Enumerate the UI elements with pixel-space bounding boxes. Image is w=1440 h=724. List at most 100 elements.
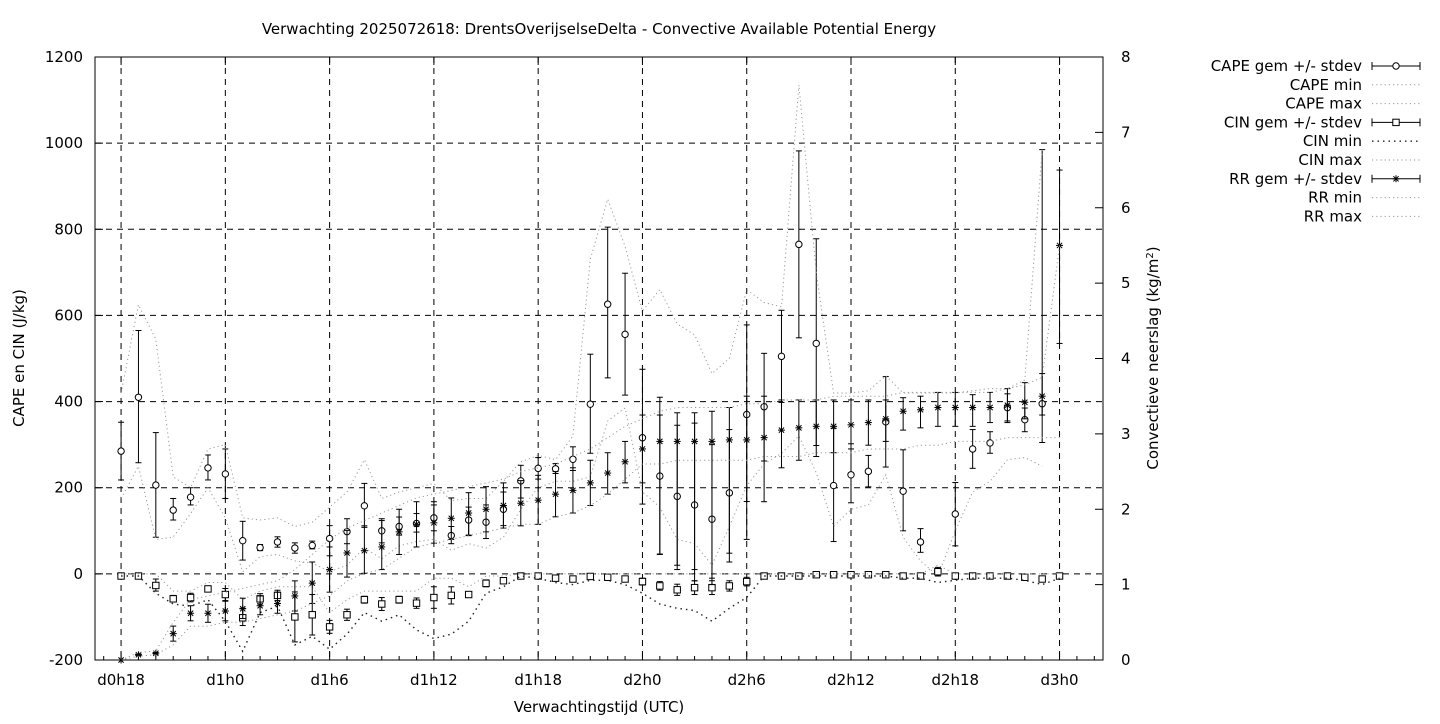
data-point — [152, 581, 160, 590]
data-point — [291, 544, 299, 552]
data-point — [204, 585, 212, 593]
data-point — [395, 596, 403, 604]
data-point — [743, 577, 751, 586]
series-line-cin-min — [121, 575, 1060, 653]
data-point — [986, 403, 994, 411]
data-point — [204, 464, 212, 472]
data-point — [795, 240, 803, 249]
data-point — [569, 455, 577, 463]
data-point — [691, 437, 699, 445]
y2-tick-label: 8 — [1121, 48, 1131, 66]
y-axis-label: CAPE en CIN (J/kg) — [10, 289, 28, 427]
y2-tick-label: 7 — [1121, 123, 1131, 141]
data-point — [916, 538, 925, 546]
data-point — [186, 493, 195, 501]
data-point — [638, 445, 646, 453]
data-point — [169, 630, 177, 638]
data-point — [239, 605, 247, 613]
data-point — [673, 586, 681, 594]
data-point — [951, 403, 959, 411]
y2-axis-label-sup: 2 — [1145, 252, 1156, 258]
data-point — [621, 575, 629, 583]
data-point — [308, 541, 316, 550]
grid-layer — [95, 57, 1103, 660]
data-point — [934, 403, 942, 411]
x-tick-label: d0h18 — [97, 671, 145, 689]
y2-tick-label: 1 — [1121, 576, 1131, 594]
data-point — [412, 599, 421, 607]
data-point — [499, 501, 507, 509]
x-tick-label: d3h0 — [1040, 671, 1078, 689]
data-point — [586, 400, 595, 408]
data-point — [482, 579, 490, 588]
data-point — [864, 419, 872, 427]
legend-marker — [1392, 118, 1400, 127]
data-point — [638, 577, 647, 586]
series-line-cin-max — [121, 564, 1060, 614]
data-point — [464, 590, 473, 599]
data-point — [777, 352, 786, 361]
x-tick-label: d1h12 — [410, 671, 458, 689]
x-tick-label: d2h0 — [623, 671, 661, 689]
data-point — [673, 437, 681, 445]
data-point — [499, 577, 508, 585]
data-point — [621, 458, 629, 466]
data-point — [569, 575, 577, 583]
y-tick-label: 0 — [73, 565, 83, 583]
data-point — [326, 566, 334, 574]
data-point — [447, 591, 455, 600]
data-point — [430, 519, 438, 527]
series-rr-gem-stdev — [117, 169, 1064, 664]
y-tick-label: 600 — [54, 306, 83, 324]
data-point — [221, 470, 230, 478]
data-point — [325, 534, 334, 543]
legend-label: CIN max — [1298, 151, 1362, 169]
data-point — [934, 568, 942, 576]
data-point — [899, 572, 907, 580]
data-point — [1021, 573, 1029, 582]
y-tick-label: 800 — [54, 220, 83, 238]
data-point — [1056, 241, 1064, 249]
y2-tick-label: 6 — [1121, 199, 1131, 217]
data-point — [725, 436, 733, 444]
data-point — [482, 505, 490, 513]
data-point — [864, 571, 873, 579]
data-point — [760, 572, 768, 580]
y2-axis-label-main: Convectieve neerslag (kg/m — [1144, 259, 1162, 470]
legend-label: RR gem +/- stdev — [1229, 170, 1362, 188]
data-point — [221, 590, 230, 599]
y-tick-label: 400 — [54, 393, 83, 411]
data-point — [760, 434, 768, 442]
data-point — [586, 479, 594, 487]
series-cin-max — [121, 564, 1060, 614]
data-point — [656, 582, 664, 590]
data-point — [829, 481, 838, 490]
x-tick-label: d2h12 — [827, 671, 875, 689]
data-point — [291, 613, 299, 621]
data-point — [690, 583, 699, 592]
y2-axis-label: Convectieve neerslag (kg/m2) — [1144, 246, 1162, 469]
data-point — [812, 571, 820, 579]
y-tick-label: 1200 — [45, 48, 83, 66]
y2-tick-label: 3 — [1121, 425, 1131, 443]
data-point — [534, 496, 542, 504]
legend-label: CAPE max — [1285, 95, 1362, 113]
data-point — [465, 509, 473, 517]
x-tick-label: d1h0 — [206, 671, 244, 689]
y-tick-label: 200 — [54, 479, 83, 497]
data-point — [708, 583, 716, 592]
series-cin-min — [121, 575, 1060, 653]
y-tick-label: 1000 — [45, 134, 83, 152]
data-point — [864, 467, 873, 476]
x-tick-label: d1h6 — [311, 671, 349, 689]
data-point — [551, 574, 560, 582]
x-tick-label: d2h6 — [728, 671, 766, 689]
series-line-cape-min — [120, 407, 1043, 577]
legend-label: CIN gem +/- stdev — [1224, 113, 1362, 131]
data-point — [1038, 575, 1046, 583]
legend-marker — [1392, 175, 1400, 183]
data-point — [899, 407, 907, 415]
data-point — [343, 549, 351, 557]
data-point — [604, 469, 612, 477]
